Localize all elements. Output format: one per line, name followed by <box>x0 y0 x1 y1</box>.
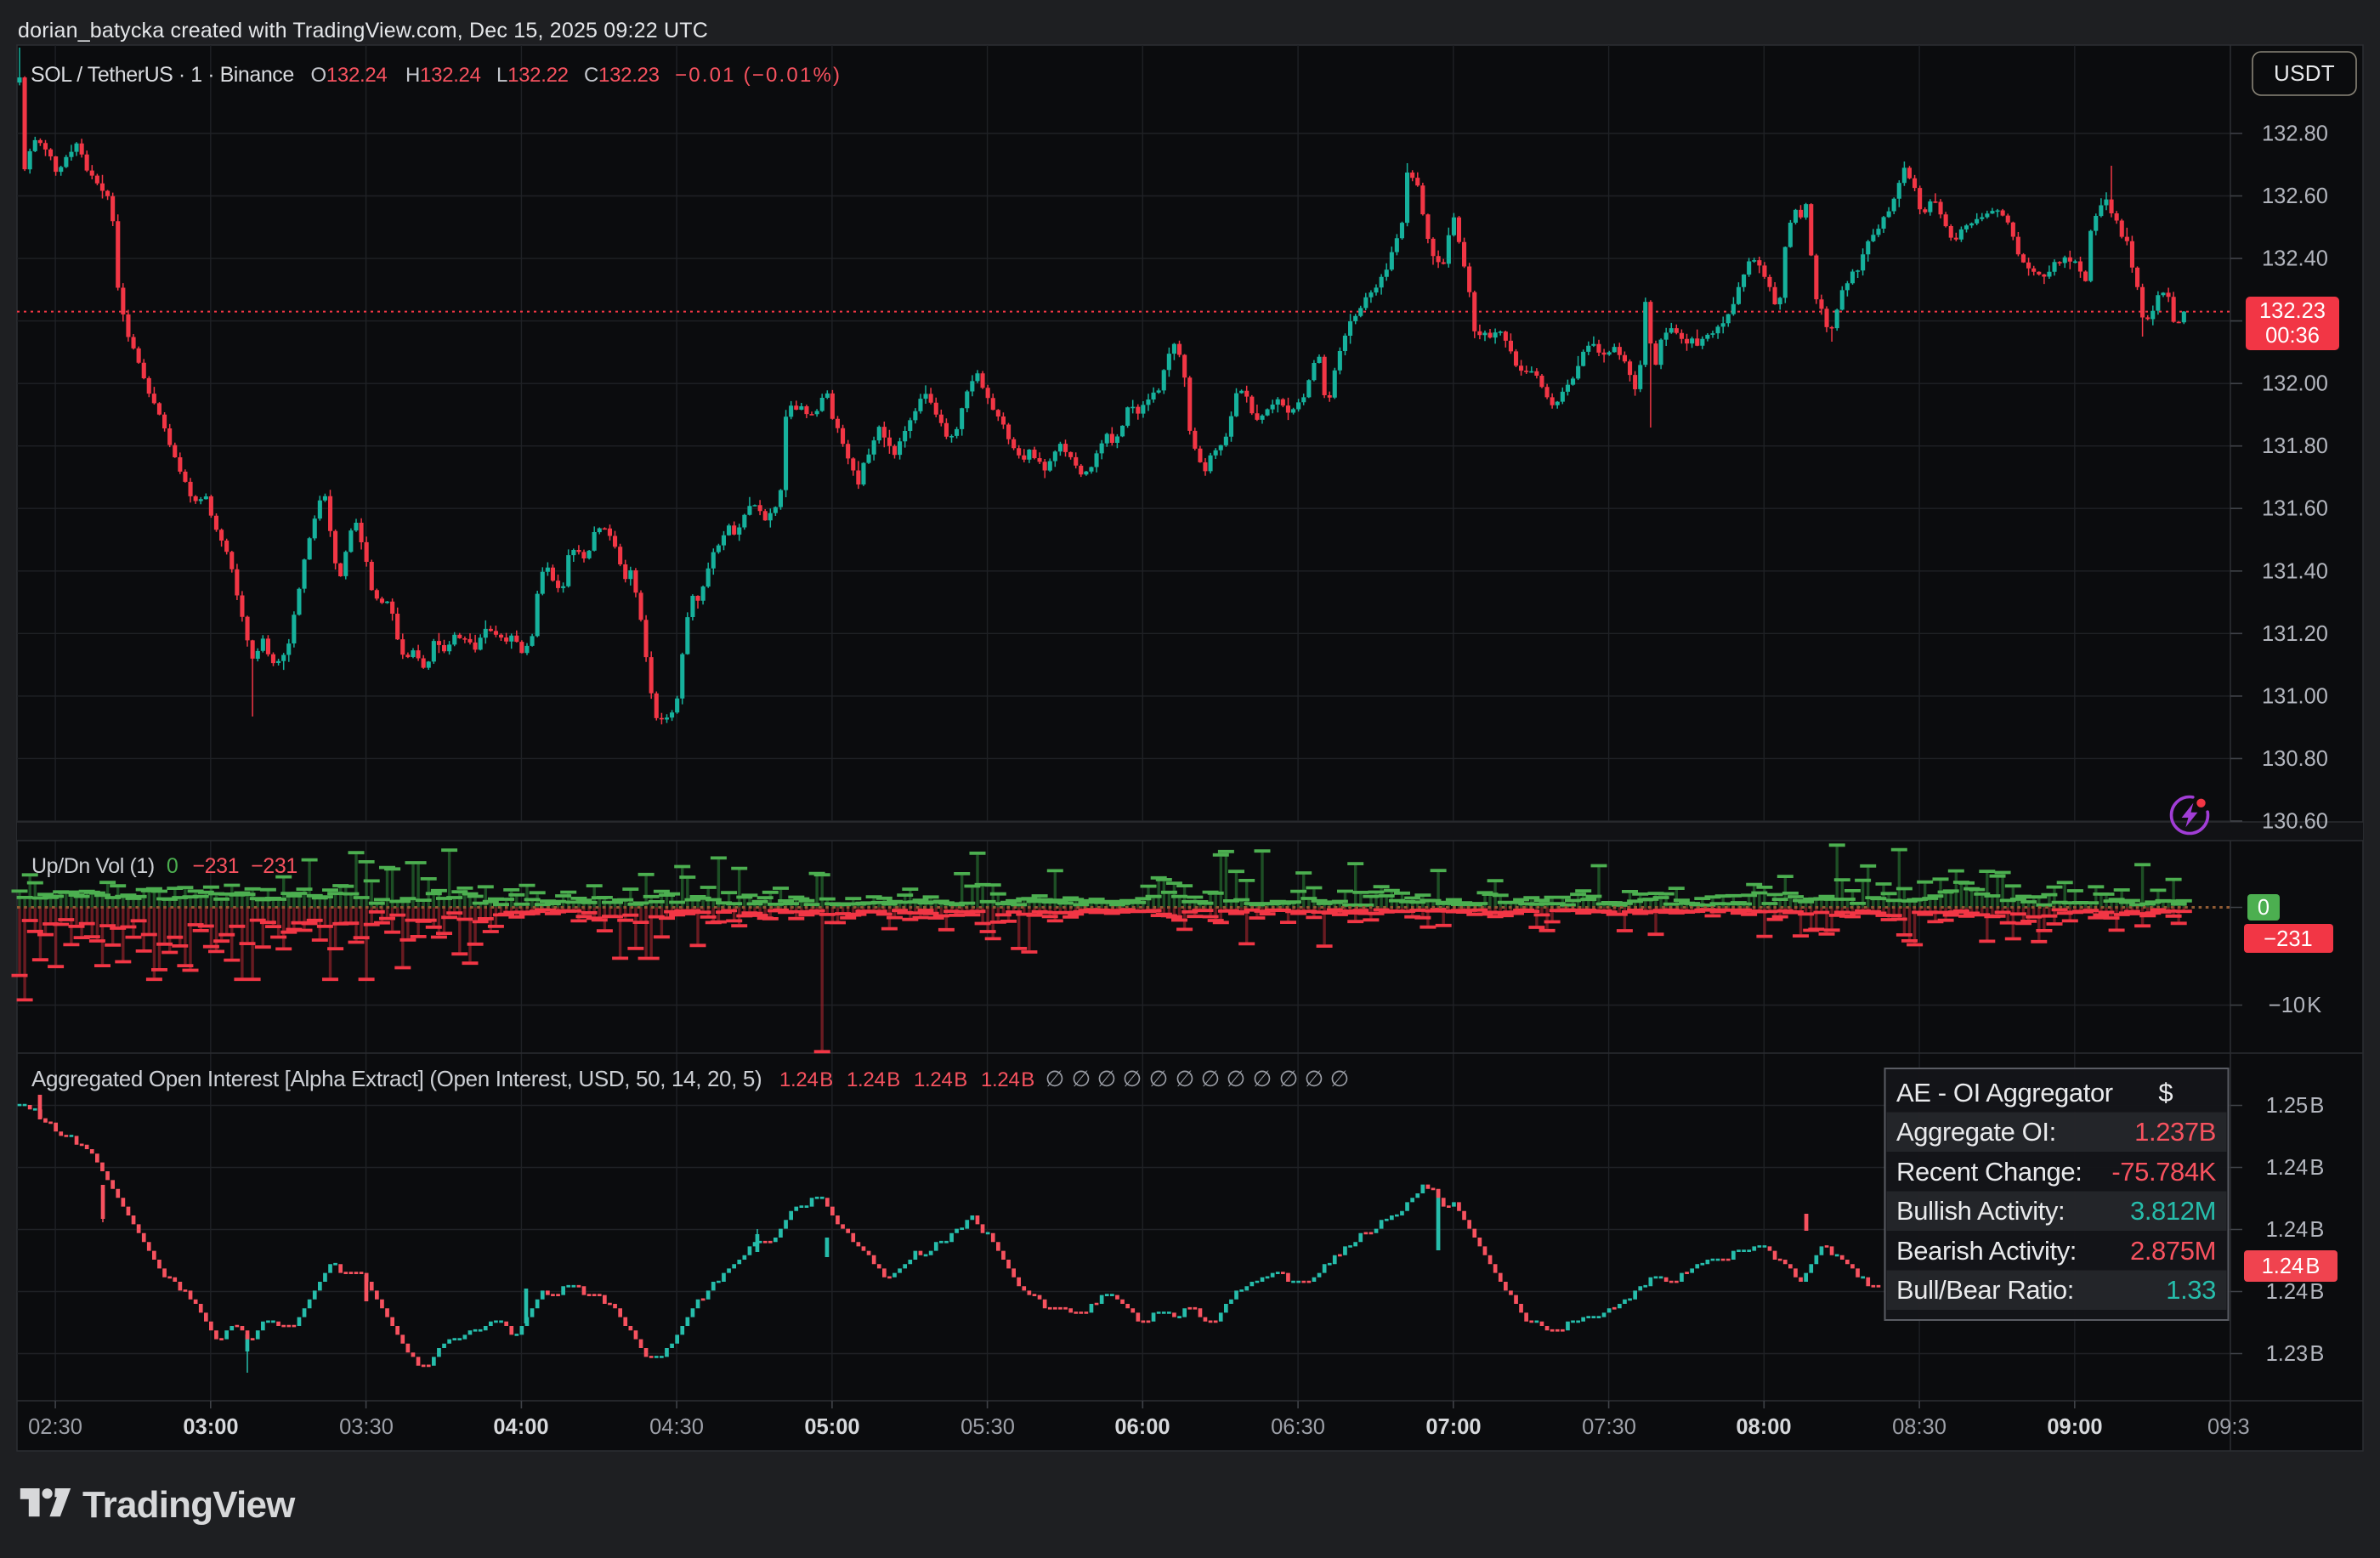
svg-text:06:00: 06:00 <box>1114 1415 1170 1439</box>
svg-text:08:00: 08:00 <box>1736 1415 1791 1439</box>
svg-text:07:30: 07:30 <box>1582 1415 1636 1439</box>
svg-text:1.24 B: 1.24 B <box>779 1068 833 1091</box>
svg-text:1.24 B: 1.24 B <box>2262 1255 2320 1278</box>
svg-text:2.875M: 2.875M <box>2130 1236 2216 1266</box>
svg-text:−231: −231 <box>2264 927 2312 951</box>
svg-text:−0.01 (−0.01%): −0.01 (−0.01%) <box>675 64 842 87</box>
svg-text:04:30: 04:30 <box>649 1415 704 1439</box>
svg-text:C132.23: C132.23 <box>584 64 660 87</box>
svg-text:02:30: 02:30 <box>28 1415 82 1439</box>
svg-text:Bullish Activity:: Bullish Activity: <box>1896 1196 2065 1226</box>
svg-text:−10 K: −10 K <box>2269 994 2321 1017</box>
svg-text:132.60: 132.60 <box>2262 184 2328 208</box>
svg-text:131.40: 131.40 <box>2262 559 2328 583</box>
svg-text:Bull/Bear Ratio:: Bull/Bear Ratio: <box>1896 1275 2074 1305</box>
svg-text:1.24 B: 1.24 B <box>914 1068 967 1091</box>
svg-text:AE - OI Aggregator: AE - OI Aggregator <box>1896 1078 2113 1108</box>
svg-text:1.24 B: 1.24 B <box>981 1068 1034 1091</box>
svg-text:09:3: 09:3 <box>2207 1415 2250 1439</box>
svg-text:O132.24: O132.24 <box>311 64 388 87</box>
svg-text:Aggregate OI:: Aggregate OI: <box>1896 1117 2056 1147</box>
svg-text:SOL / TetherUS · 1 · Binance: SOL / TetherUS · 1 · Binance <box>31 63 294 87</box>
svg-text:1.33: 1.33 <box>2166 1275 2216 1305</box>
svg-text:08:30: 08:30 <box>1892 1415 1946 1439</box>
svg-text:132.80: 132.80 <box>2262 122 2328 146</box>
svg-text:1.24 B: 1.24 B <box>2266 1280 2325 1304</box>
svg-text:04:00: 04:00 <box>493 1415 548 1439</box>
svg-text:∅∅∅∅∅∅∅∅∅∅∅∅: ∅ ∅ ∅ ∅ ∅ ∅ ∅ ∅ ∅ ∅ ∅ ∅ <box>1046 1066 1350 1091</box>
svg-text:1.25 B: 1.25 B <box>2266 1094 2325 1118</box>
svg-text:$: $ <box>2158 1078 2173 1108</box>
svg-text:dorian_batycka created with Tr: dorian_batycka created with TradingView.… <box>18 19 708 42</box>
svg-text:03:30: 03:30 <box>339 1415 394 1439</box>
svg-text:Up/Dn Vol (1)0−231−231: Up/Dn Vol (1) 0 −231 −231 <box>31 854 298 878</box>
svg-text:05:30: 05:30 <box>960 1415 1015 1439</box>
svg-text:-75.784K: -75.784K <box>2111 1157 2216 1187</box>
svg-text:131.20: 131.20 <box>2262 622 2328 646</box>
svg-text:Aggregated Open Interest [Alph: Aggregated Open Interest [Alpha Extract]… <box>31 1066 762 1091</box>
svg-text:05:00: 05:00 <box>804 1415 859 1439</box>
svg-text:131.60: 131.60 <box>2262 497 2328 521</box>
svg-text:131.00: 131.00 <box>2262 684 2328 708</box>
svg-text:H132.24: H132.24 <box>405 64 481 87</box>
svg-text:131.80: 131.80 <box>2262 434 2328 458</box>
svg-text:06:30: 06:30 <box>1271 1415 1325 1439</box>
svg-text:00:36: 00:36 <box>2265 324 2320 348</box>
svg-text:130.60: 130.60 <box>2262 809 2328 833</box>
svg-text:1.24 B: 1.24 B <box>847 1068 900 1091</box>
svg-text:Recent Change:: Recent Change: <box>1896 1157 2082 1187</box>
svg-text:1.23 B: 1.23 B <box>2266 1342 2325 1366</box>
svg-text:132.00: 132.00 <box>2262 372 2328 396</box>
svg-text:1.24 B: 1.24 B <box>2266 1156 2325 1180</box>
svg-text:USDT: USDT <box>2274 60 2335 86</box>
svg-text:1.24 B: 1.24 B <box>2266 1218 2325 1242</box>
svg-text:3.812M: 3.812M <box>2130 1196 2216 1226</box>
svg-text:132.40: 132.40 <box>2262 247 2328 271</box>
svg-text:1.237B: 1.237B <box>2134 1117 2216 1147</box>
svg-text:130.80: 130.80 <box>2262 747 2328 771</box>
svg-text:TradingView: TradingView <box>82 1484 296 1526</box>
svg-text:L132.22: L132.22 <box>496 64 569 87</box>
svg-text:Bearish Activity:: Bearish Activity: <box>1896 1236 2077 1266</box>
svg-text:0: 0 <box>2258 896 2270 920</box>
svg-text:09:00: 09:00 <box>2047 1415 2102 1439</box>
svg-text:07:00: 07:00 <box>1425 1415 1481 1439</box>
svg-text:03:00: 03:00 <box>183 1415 238 1439</box>
svg-text:132.23: 132.23 <box>2259 299 2326 323</box>
